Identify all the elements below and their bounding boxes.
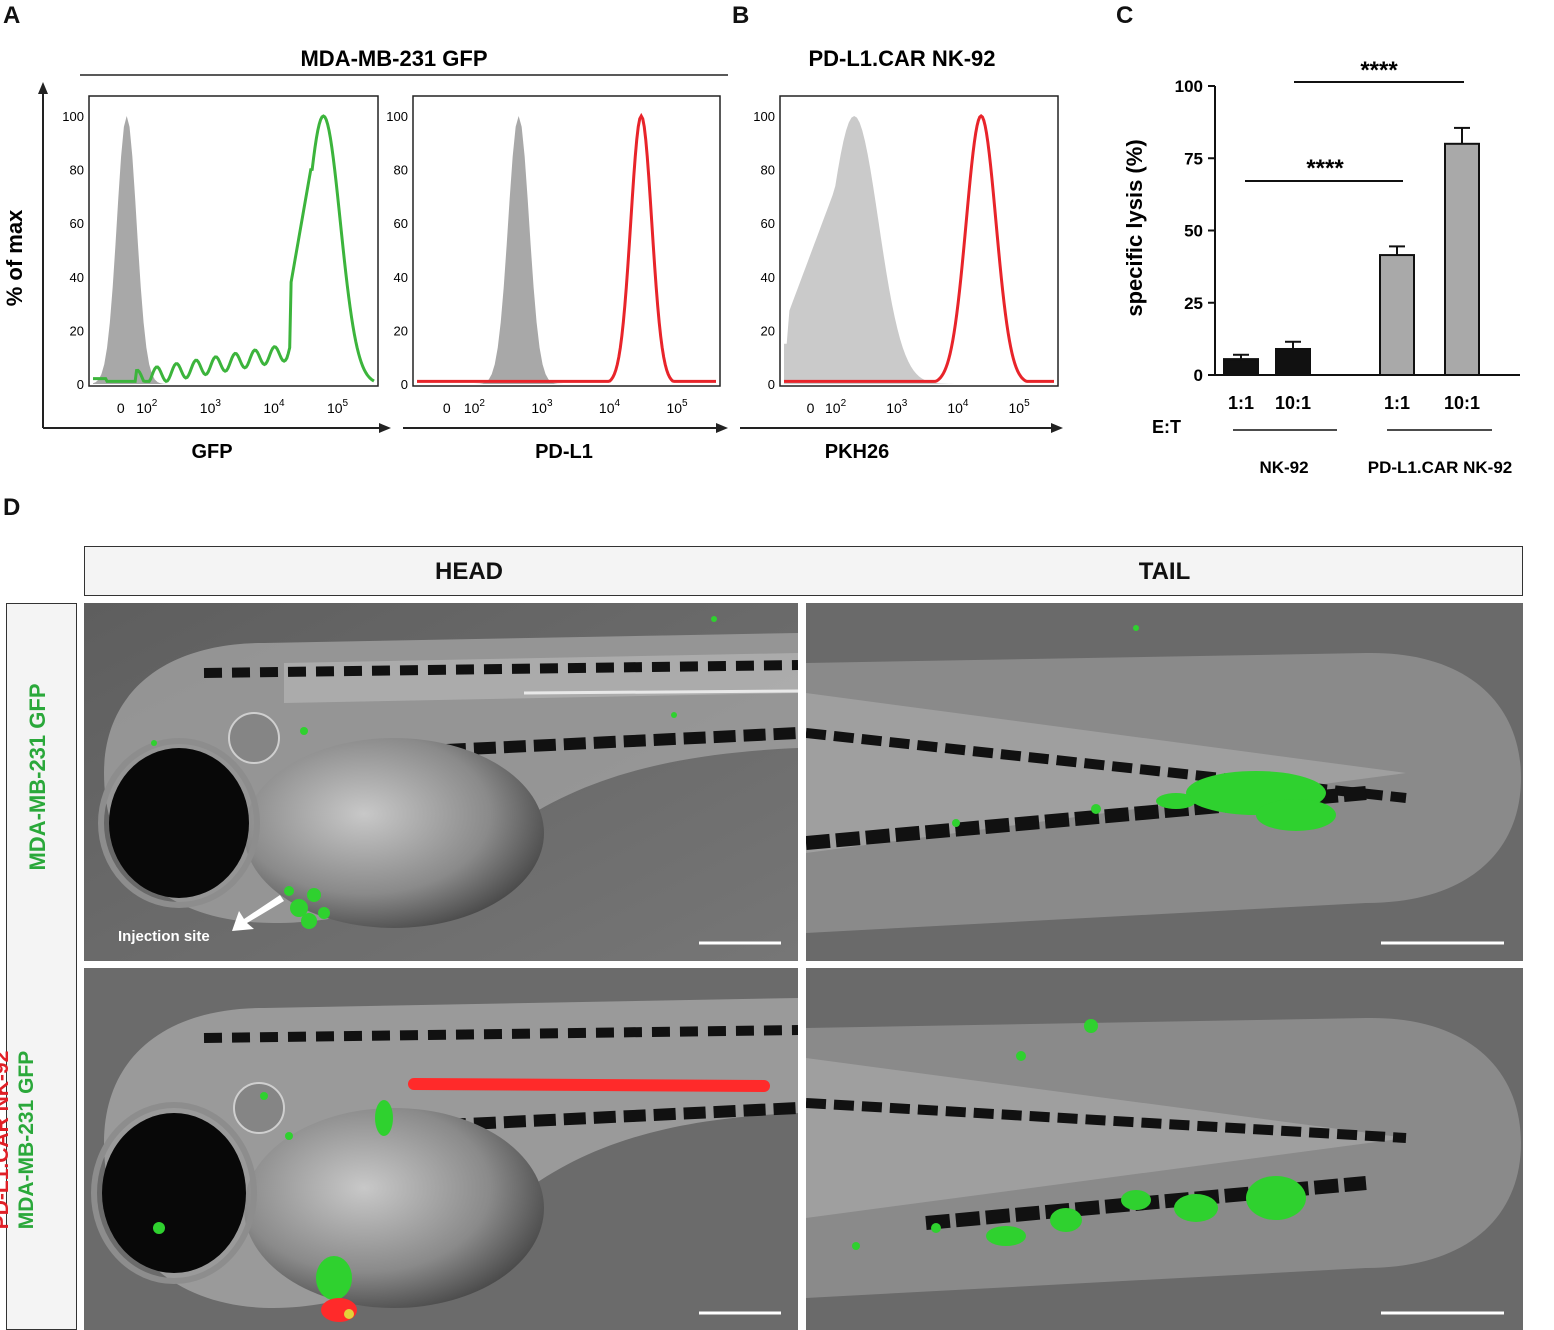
- flow-ytick: 80: [394, 163, 408, 178]
- xlabel-pkh26: PKH26: [825, 441, 889, 463]
- flow-ytick: 100: [62, 109, 84, 124]
- bar-category-label: 1:1: [1384, 393, 1410, 413]
- histogram-frame-2: [779, 95, 1059, 387]
- lysis-bar-chart: specific lysis (%) E:T 0 25 50 75 100 1:1 10:1…: [1122, 57, 1520, 477]
- flow-ytick: 60: [394, 216, 408, 231]
- flow-cytometry-figure: MDA-MB-231 GFP PD-L1.CAR NK-92 % of max …: [2, 46, 1063, 463]
- flow-ytick: 20: [761, 323, 775, 338]
- bar-0: [1223, 358, 1259, 377]
- histogram-frame-0: [88, 95, 379, 387]
- bar-y-label: specific lysis (%): [1122, 139, 1147, 316]
- bar-chart-marks: 0 25 50 75 100 1:1 10:1 1:1 10:1 NK-92 PD-L1.CAR N…: [1175, 57, 1520, 477]
- flow-plots: 0 20 40 60 80 100 0 102 103 104 105 0 20 40 60 80 100 0 10…: [62, 95, 1059, 416]
- panel-letter-d: D: [3, 494, 21, 521]
- column-header-bar: [84, 546, 1523, 596]
- flow-ytick: 80: [70, 163, 84, 178]
- row1-label: MDA-MB-231 GFP: [25, 683, 50, 871]
- flow-xtick: 104: [947, 398, 969, 416]
- micrograph-head-gfp: Injection site: [84, 603, 798, 961]
- flow-ytick: 80: [761, 163, 775, 178]
- group-b-title: PD-L1.CAR NK-92: [808, 46, 995, 71]
- injection-site-label: Injection site: [118, 928, 210, 945]
- row2-label-red: PD-L1.CAR NK-92: [0, 1050, 13, 1230]
- flow-ytick: 20: [394, 323, 408, 338]
- flow-xtick: 105: [327, 398, 349, 416]
- flow-ytick: 40: [70, 270, 84, 285]
- et-label: E:T: [1152, 417, 1181, 437]
- flow-xtick: 102: [136, 398, 158, 416]
- x-arrow-head-1: [379, 423, 391, 433]
- micrograph-tail-merge: [806, 968, 1523, 1330]
- control-histogram-2: [784, 116, 1054, 384]
- micrograph-head-merge: [84, 968, 798, 1330]
- group-label-car: PD-L1.CAR NK-92: [1368, 458, 1513, 477]
- group-a-title: MDA-MB-231 GFP: [300, 46, 487, 71]
- x-arrow-head-3: [1051, 423, 1063, 433]
- flow-ytick: 40: [394, 270, 408, 285]
- sample-histogram-0: [93, 114, 375, 383]
- flow-xtick: 0: [117, 400, 125, 416]
- bar-1: [1275, 347, 1311, 376]
- col-head-label: HEAD: [434, 558, 503, 585]
- xlabel-pdl1: PD-L1: [535, 441, 593, 463]
- flow-xtick: 103: [200, 398, 222, 416]
- bar-ytick-label: 0: [1194, 366, 1203, 385]
- control-histogram-0: [93, 116, 374, 384]
- bar-ytick-label: 25: [1184, 294, 1203, 313]
- y-axis-label: % of max: [2, 209, 27, 306]
- group-label-nk92: NK-92: [1259, 458, 1308, 477]
- histogram-frame-1: [412, 95, 721, 387]
- y-arrow-head: [38, 82, 48, 94]
- fish-head-image: [84, 603, 798, 961]
- bar-category-label: 1:1: [1228, 393, 1254, 413]
- xlabel-gfp: GFP: [191, 441, 232, 463]
- bar-category-label: 10:1: [1444, 393, 1480, 413]
- fish-tail-merge-image: [806, 968, 1523, 1330]
- bar-3: [1444, 142, 1480, 376]
- col-tail-label: TAIL: [1138, 558, 1191, 585]
- bar-ytick-label: 50: [1184, 222, 1203, 241]
- bar-2: [1379, 254, 1415, 376]
- flow-xtick: 102: [825, 398, 847, 416]
- bar-ytick-label: 75: [1184, 149, 1203, 168]
- panel-letter-b: B: [732, 2, 750, 29]
- flow-xtick: 104: [263, 398, 285, 416]
- bar-ytick-label: 100: [1175, 77, 1203, 96]
- flow-xtick: 104: [599, 398, 621, 416]
- sample-histogram-2: [784, 114, 1054, 383]
- flow-ytick: 0: [77, 377, 84, 392]
- sig-label-2: ****: [1306, 155, 1344, 182]
- flow-ytick: 20: [70, 323, 84, 338]
- flow-xtick: 103: [531, 398, 553, 416]
- row2-label-green: MDA-MB-231 GFP: [15, 1050, 38, 1230]
- fish-tail-image: [806, 603, 1523, 961]
- sig-label-1: ****: [1360, 57, 1398, 84]
- flow-ytick: 60: [761, 216, 775, 231]
- flow-xtick: 0: [443, 400, 451, 416]
- flow-ytick: 60: [70, 216, 84, 231]
- flow-ytick: 40: [761, 270, 775, 285]
- flow-ytick: 100: [386, 109, 408, 124]
- flow-ytick: 100: [753, 109, 775, 124]
- fish-head-merge-image: [84, 968, 798, 1330]
- row-label-bar: [6, 603, 77, 1330]
- flow-xtick: 103: [886, 398, 908, 416]
- flow-xtick: 102: [464, 398, 486, 416]
- micrograph-tail-gfp: [806, 603, 1523, 961]
- flow-ytick: 0: [401, 377, 408, 392]
- control-histogram-1: [417, 116, 716, 384]
- flow-xtick: 0: [807, 400, 815, 416]
- panel-letter-a: A: [3, 2, 21, 29]
- flow-xtick: 105: [1009, 398, 1031, 416]
- sample-histogram-1: [417, 112, 716, 383]
- panel-letter-c: C: [1116, 2, 1134, 29]
- flow-ytick: 0: [768, 377, 775, 392]
- x-arrow-head-2: [716, 423, 728, 433]
- bar-category-label: 10:1: [1275, 393, 1311, 413]
- flow-xtick: 105: [666, 398, 688, 416]
